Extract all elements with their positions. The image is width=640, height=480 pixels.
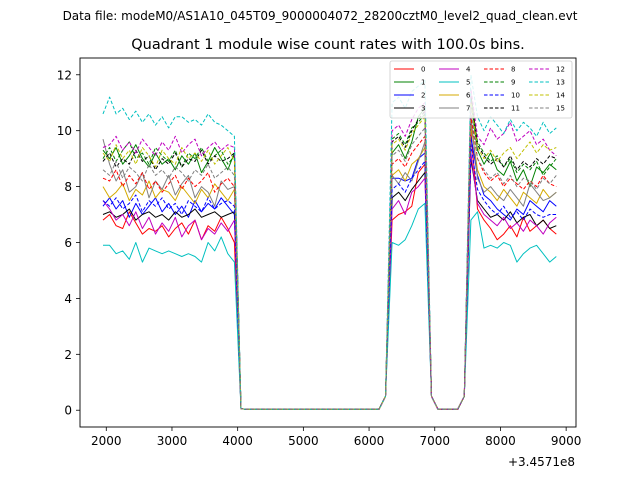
legend-label-1: 1: [421, 79, 425, 87]
legend-label-15: 15: [556, 105, 565, 113]
y-tick-label: 0: [64, 404, 72, 418]
legend-label-14: 14: [556, 92, 565, 100]
y-axis: 0 2 4 6 8 10 12: [57, 68, 80, 418]
x-axis: 2000 3000 4000 5000 6000 7000 8000 9000: [91, 427, 581, 448]
legend-label-5: 5: [466, 79, 470, 87]
x-tick-label: 9000: [551, 434, 582, 448]
x-offset-label: +3.4571e8: [508, 455, 575, 469]
legend-label-4: 4: [466, 66, 471, 74]
x-tick-label: 7000: [419, 434, 450, 448]
series-line-13: [102, 74, 557, 410]
y-tick-label: 6: [64, 236, 72, 250]
legend-label-0: 0: [421, 66, 425, 74]
chart-suptitle: Data file: modeM0/AS1A10_045T09_90000040…: [63, 9, 578, 23]
x-tick-label: 6000: [354, 434, 385, 448]
legend-label-12: 12: [556, 66, 565, 74]
y-tick-label: 8: [64, 180, 72, 194]
legend-label-13: 13: [556, 79, 565, 87]
legend-label-11: 11: [511, 105, 520, 113]
legend-label-3: 3: [421, 105, 425, 113]
y-tick-label: 2: [64, 348, 72, 362]
series-layer: [102, 74, 557, 410]
y-tick-label: 10: [57, 124, 72, 138]
x-tick-label: 4000: [222, 434, 253, 448]
legend-label-8: 8: [511, 66, 515, 74]
legend-label-10: 10: [511, 92, 520, 100]
series-line-15: [102, 107, 557, 410]
legend-label-7: 7: [466, 105, 470, 113]
x-tick-label: 2000: [91, 434, 122, 448]
legend-label-6: 6: [466, 92, 471, 100]
x-tick-label: 8000: [485, 434, 516, 448]
legend-label-9: 9: [511, 79, 515, 87]
x-tick-label: 5000: [288, 434, 319, 448]
y-tick-label: 12: [57, 68, 72, 82]
y-tick-label: 4: [64, 292, 72, 306]
x-tick-label: 3000: [157, 434, 188, 448]
legend-label-2: 2: [421, 92, 425, 100]
chart-title: Quadrant 1 module wise count rates with …: [131, 37, 525, 53]
legend-box: [389, 60, 573, 119]
